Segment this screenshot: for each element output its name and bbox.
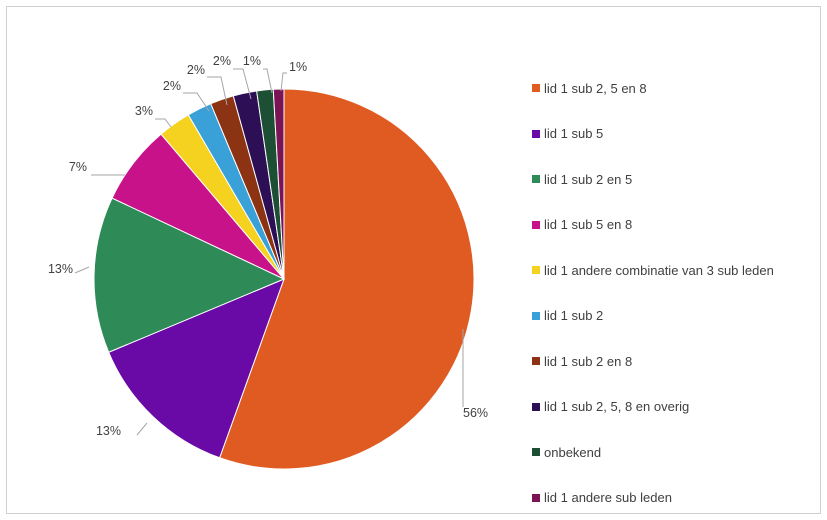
legend-label: lid 1 sub 2, 5 en 8 <box>544 80 647 96</box>
legend-item: lid 1 andere combinatie van 3 sub leden <box>532 261 774 279</box>
legend-swatch <box>532 84 540 92</box>
pie-slice <box>108 278 285 459</box>
legend-label: lid 1 sub 2 en 8 <box>544 353 633 369</box>
legend-item: lid 1 sub 5 en 8 <box>532 216 632 234</box>
leader-line <box>136 422 148 436</box>
legend-label: lid 1 sub 5 <box>544 126 604 141</box>
pie-slice <box>272 88 285 280</box>
leader-lines <box>74 68 464 436</box>
pie-slice <box>218 88 475 470</box>
legend-swatch <box>532 448 540 456</box>
data-label: 56% <box>463 406 488 420</box>
data-label: 2% <box>213 54 231 68</box>
legend-label: lid 1 andere combinatie van 3 sub leden <box>544 262 774 278</box>
data-label: 1% <box>289 60 307 74</box>
legend-item: lid 1 sub 2 en 8 <box>532 352 632 370</box>
legend-item: lid 1 sub 2 <box>532 307 603 325</box>
legend-swatch <box>532 402 540 411</box>
legend-item: lid 1 sub 2 en 5 <box>532 170 632 188</box>
data-label: 2% <box>187 63 205 77</box>
legend-swatch <box>532 311 540 320</box>
data-label: 2% <box>163 79 181 93</box>
leader-line <box>183 92 210 112</box>
leader-line <box>263 68 273 94</box>
legend-label: lid 1 sub 2, 5, 8 en overig <box>544 399 690 414</box>
leader-line <box>280 72 287 92</box>
legend-item: lid 1 sub 2, 5 en 8 <box>532 79 647 97</box>
legend-item: onbekend <box>532 443 601 461</box>
pie-slice <box>93 197 286 353</box>
legend-label: lid 1 sub 5 en 8 <box>544 217 633 232</box>
leader-line <box>74 266 90 274</box>
pie-chart: 56% 13% 13% 7% 3% 2% 2% 2% 1% 1% <box>48 54 488 470</box>
legend-item: lid 1 andere sub leden <box>532 489 672 507</box>
data-label: 13% <box>48 262 73 276</box>
legend-swatch <box>532 266 540 274</box>
data-label: 13% <box>96 424 121 438</box>
data-label: 1% <box>243 54 261 68</box>
data-label: 3% <box>135 104 153 118</box>
legend-label: onbekend <box>544 444 602 460</box>
legend-swatch <box>532 220 540 229</box>
data-labels: 56% 13% 13% 7% 3% 2% 2% 2% 1% 1% <box>48 54 488 438</box>
legend-swatch <box>532 357 540 365</box>
legend-swatch <box>532 129 540 138</box>
legend-label: lid 1 andere sub leden <box>544 490 672 505</box>
legend-swatch <box>532 175 540 183</box>
pie-slices <box>93 88 475 470</box>
legend-label: lid 1 sub 2 <box>544 308 604 323</box>
legend-swatch <box>532 493 540 502</box>
data-label: 7% <box>69 160 87 174</box>
legend-item: lid 1 sub 5 <box>532 125 603 143</box>
leader-line <box>207 76 228 106</box>
chart-frame: 56% 13% 13% 7% 3% 2% 2% 2% 1% 1% lid 1 sub 2, 5 e… <box>6 6 821 514</box>
legend-label: lid 1 sub 2 en 5 <box>544 171 633 187</box>
legend-item: lid 1 sub 2, 5, 8 en overig <box>532 398 689 416</box>
leader-line <box>233 68 252 100</box>
leader-line <box>155 118 172 128</box>
